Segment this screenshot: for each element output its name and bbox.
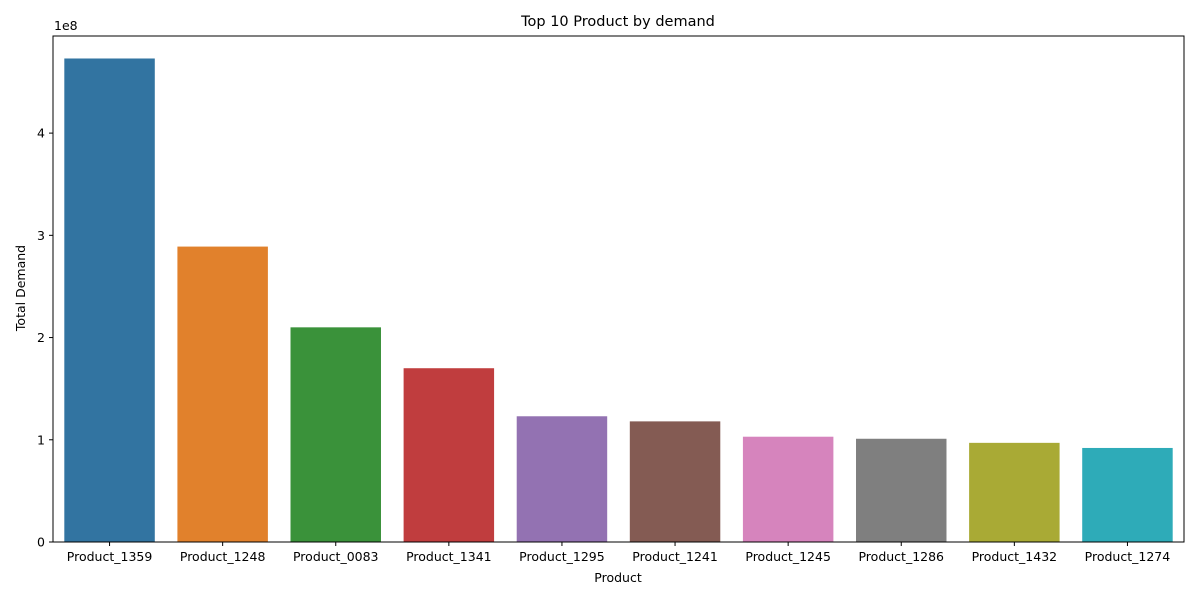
x-tick-label: Product_1248 bbox=[180, 549, 266, 564]
x-tick-label: Product_1432 bbox=[972, 549, 1058, 564]
y-tick-label: 4 bbox=[37, 126, 45, 141]
y-tick-label: 2 bbox=[37, 330, 45, 345]
bar-product-1241 bbox=[629, 421, 721, 542]
bar-product-1245 bbox=[742, 436, 834, 542]
x-tick-label: Product_1341 bbox=[406, 549, 492, 564]
y-axis-offset-label: 1e8 bbox=[54, 18, 78, 33]
y-tick-label: 3 bbox=[37, 228, 45, 243]
x-tick-label: Product_1295 bbox=[519, 549, 605, 564]
bars-group bbox=[64, 58, 1173, 543]
x-tick-label: Product_1241 bbox=[632, 549, 718, 564]
plot-frame bbox=[52, 35, 1185, 543]
x-tick-label: Product_1245 bbox=[745, 549, 831, 564]
x-tick-label: Product_1274 bbox=[1085, 549, 1171, 564]
chart-title: Top 10 Product by demand bbox=[520, 14, 715, 30]
x-tick-label: Product_1286 bbox=[858, 549, 944, 564]
bar-product-1286 bbox=[856, 438, 947, 542]
x-tick-label: Product_0083 bbox=[293, 549, 379, 564]
bar-product-1432 bbox=[969, 442, 1060, 542]
bar-product-1248 bbox=[177, 246, 268, 543]
x-tick-label: Product_1359 bbox=[67, 549, 153, 564]
bar-product-1274 bbox=[1082, 447, 1173, 542]
y-tick-label: 1 bbox=[37, 432, 45, 447]
y-tick-label: 0 bbox=[37, 535, 45, 550]
bar-product-1341 bbox=[403, 368, 495, 542]
bar-product-1359 bbox=[64, 58, 155, 542]
x-ticks-group: Product_1359 Product_1248 Product_0083 Prod… bbox=[67, 542, 1170, 564]
bar-product-0083 bbox=[290, 327, 381, 542]
x-axis-label: Product bbox=[594, 570, 642, 585]
bar-product-1295 bbox=[516, 416, 608, 542]
y-ticks-group: 0 1 2 3 4 bbox=[37, 126, 53, 550]
y-axis-label: Total Demand bbox=[13, 245, 28, 332]
